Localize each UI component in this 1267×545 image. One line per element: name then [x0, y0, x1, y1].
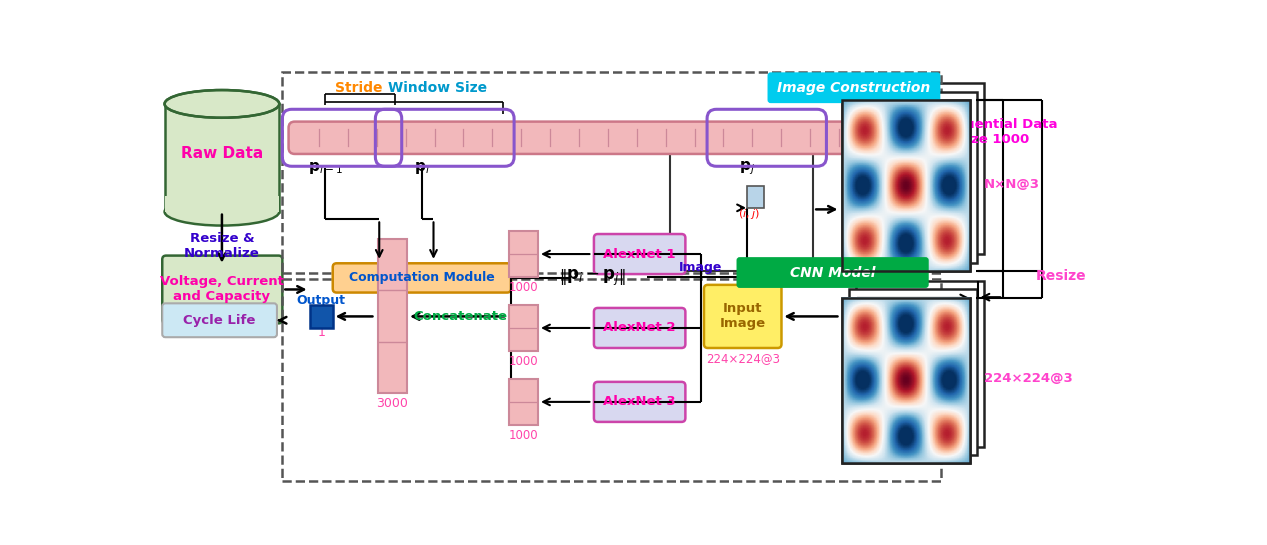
Bar [166, 196, 279, 211]
Bar [508, 231, 538, 277]
Bar [309, 305, 333, 328]
Text: 3000: 3000 [376, 397, 408, 410]
Text: AlexNet 3: AlexNet 3 [603, 395, 677, 408]
Bar [843, 100, 969, 271]
Text: 1000: 1000 [508, 355, 538, 368]
Text: Concatenate: Concatenate [413, 310, 507, 323]
Text: Output: Output [296, 294, 346, 307]
Bar [843, 298, 969, 463]
Text: Computation Module: Computation Module [348, 271, 494, 284]
Text: Raw Data: Raw Data [181, 147, 264, 161]
Text: Resize &
Normalize: Resize & Normalize [184, 232, 260, 261]
Bar [856, 83, 983, 254]
FancyBboxPatch shape [162, 304, 277, 337]
Bar [849, 92, 977, 263]
FancyBboxPatch shape [768, 72, 940, 103]
Text: $(i, j)$: $(i, j)$ [739, 207, 760, 221]
Bar [849, 289, 977, 455]
Text: 1000: 1000 [508, 281, 538, 294]
Bar [283, 71, 941, 273]
FancyBboxPatch shape [736, 257, 929, 288]
Text: Stride: Stride [334, 82, 383, 95]
Text: Image Construction: Image Construction [777, 81, 930, 95]
FancyBboxPatch shape [333, 263, 511, 293]
FancyBboxPatch shape [594, 234, 685, 274]
Text: Resize: Resize [1036, 269, 1087, 283]
Text: Input
Image: Input Image [720, 302, 765, 330]
Text: AlexNet 2: AlexNet 2 [603, 322, 675, 335]
Text: 1000: 1000 [508, 429, 538, 443]
Ellipse shape [165, 90, 279, 118]
Bar [670, 148, 813, 271]
FancyBboxPatch shape [162, 256, 283, 323]
Bar [378, 239, 407, 392]
Text: 224×224@3: 224×224@3 [706, 352, 779, 365]
Text: Window Size: Window Size [388, 82, 487, 95]
Bar [748, 186, 764, 208]
Text: Image: Image [679, 261, 722, 274]
Text: $\left\|\mathbf{p}_i - \mathbf{p}_j\right\|$: $\left\|\mathbf{p}_i - \mathbf{p}_j\righ… [559, 268, 626, 288]
Text: Voltage, Current
and Capacity: Voltage, Current and Capacity [160, 275, 284, 304]
Bar [165, 104, 279, 211]
Ellipse shape [165, 198, 279, 226]
FancyBboxPatch shape [289, 122, 927, 154]
FancyBboxPatch shape [704, 285, 782, 348]
Text: $\mathbf{p}_{i-1}$: $\mathbf{p}_{i-1}$ [308, 160, 342, 176]
Text: Sequential Data
of Size 1000: Sequential Data of Size 1000 [938, 118, 1058, 147]
Bar [856, 281, 983, 446]
Bar [508, 305, 538, 351]
Bar [508, 379, 538, 425]
Text: N×N@3: N×N@3 [983, 178, 1040, 191]
Text: 224×224@3: 224×224@3 [983, 372, 1072, 385]
Text: CNN Model: CNN Model [789, 265, 875, 280]
Text: AlexNet 1: AlexNet 1 [603, 247, 675, 261]
Text: 1: 1 [317, 326, 326, 339]
Bar [843, 298, 969, 463]
Bar [843, 100, 969, 271]
FancyBboxPatch shape [594, 308, 685, 348]
Text: $\mathbf{p}_{j}$: $\mathbf{p}_{j}$ [740, 159, 755, 177]
FancyBboxPatch shape [594, 382, 685, 422]
Text: Cycle Life: Cycle Life [184, 314, 256, 327]
Bar [283, 280, 941, 481]
Text: $\mathbf{p}_{i}$: $\mathbf{p}_{i}$ [414, 160, 430, 176]
